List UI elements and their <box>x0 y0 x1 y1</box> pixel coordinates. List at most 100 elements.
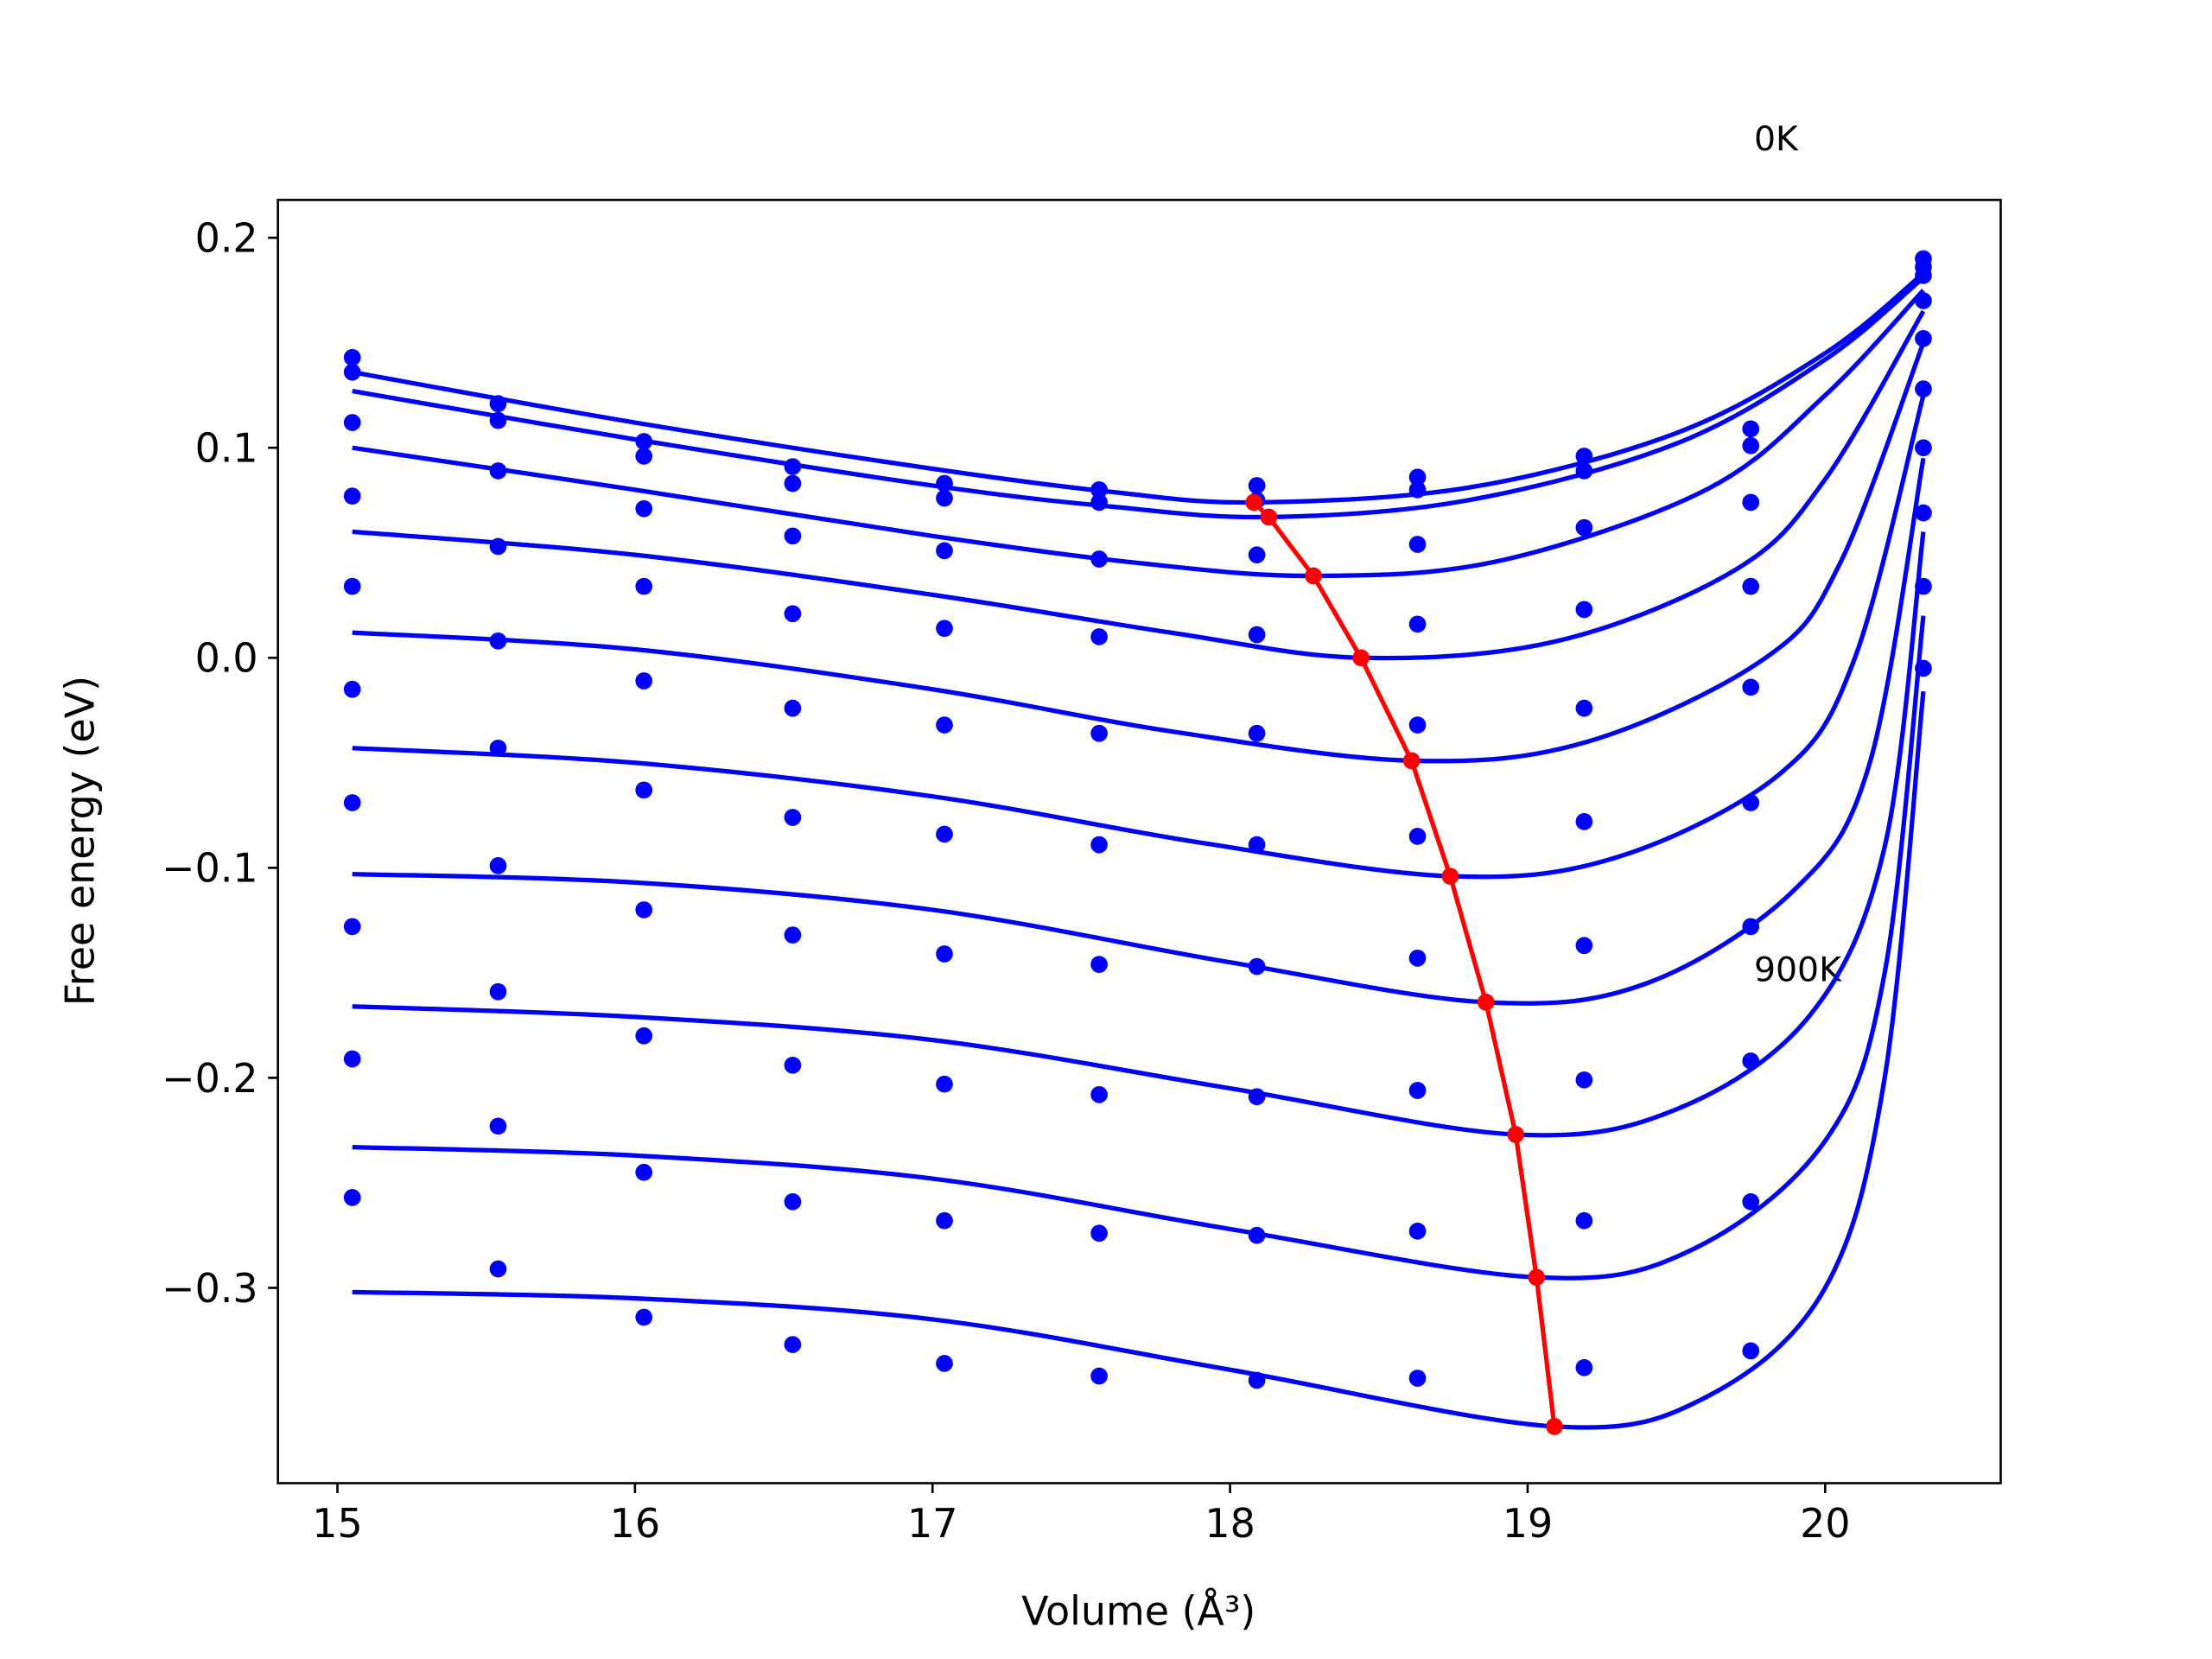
data-point <box>1248 1088 1266 1106</box>
x-tick-label: 18 <box>1205 1500 1255 1547</box>
data-point <box>936 620 953 638</box>
data-point <box>635 448 653 465</box>
data-point <box>1408 615 1427 633</box>
fit-line <box>352 341 1926 764</box>
data-point <box>489 739 507 757</box>
data-point <box>784 458 802 475</box>
data-point <box>343 363 361 381</box>
annotation: 900K <box>1754 950 1842 990</box>
data-point <box>635 1163 653 1181</box>
data-point <box>1915 380 1932 397</box>
data-point <box>1090 628 1108 645</box>
fit-line <box>352 276 1925 520</box>
minimum-point <box>1245 493 1262 512</box>
data-point <box>1742 918 1760 936</box>
data-point <box>1742 420 1760 438</box>
data-point <box>784 1056 802 1074</box>
data-point <box>1090 550 1108 568</box>
fit-line <box>352 309 1926 661</box>
fit-line <box>352 271 1925 505</box>
data-point <box>1090 724 1108 742</box>
data-point <box>1090 480 1108 499</box>
data-point <box>1915 504 1932 522</box>
data-point <box>936 474 953 493</box>
data-point <box>635 499 653 518</box>
data-point <box>635 672 653 690</box>
data-point <box>1248 957 1266 976</box>
data-point <box>1575 813 1593 830</box>
minimum-point <box>1528 1268 1546 1287</box>
data-point <box>1248 1371 1266 1389</box>
fit-line <box>352 457 1926 1006</box>
minimum-point <box>1352 649 1370 667</box>
data-point <box>784 699 802 717</box>
data-point <box>936 716 953 734</box>
y-tick-label: −0.2 <box>162 1055 258 1102</box>
data-point <box>1575 601 1593 619</box>
data-point <box>1742 493 1760 512</box>
x-tick-label: 16 <box>610 1500 660 1547</box>
data-point <box>635 901 653 918</box>
data-point <box>1408 1370 1427 1387</box>
data-point <box>343 577 361 595</box>
data-point <box>936 825 953 843</box>
minimum-point <box>1477 994 1495 1011</box>
data-point <box>1408 950 1427 967</box>
data-point <box>1575 1211 1593 1230</box>
data-point <box>1090 493 1108 512</box>
data-point <box>635 1027 653 1045</box>
fit-line <box>352 690 1926 1430</box>
data-point <box>784 527 802 545</box>
data-point <box>1915 329 1932 347</box>
data-point <box>784 926 802 944</box>
data-point <box>1408 828 1427 845</box>
data-point <box>784 474 802 493</box>
data-point <box>635 577 653 595</box>
fit-line <box>352 531 1926 1138</box>
x-tick-label: 19 <box>1503 1500 1553 1547</box>
data-point <box>784 605 802 623</box>
data-point <box>635 781 653 799</box>
x-tick-label: 17 <box>907 1500 957 1547</box>
data-point <box>1408 468 1427 486</box>
data-point <box>343 918 361 936</box>
data-point <box>1915 267 1932 284</box>
data-point <box>489 395 507 413</box>
data-point <box>489 982 507 1001</box>
minimum-point <box>1402 752 1421 770</box>
x-tick-label: 20 <box>1800 1500 1850 1547</box>
data-point <box>936 945 953 963</box>
data-point <box>343 1050 361 1068</box>
data-point <box>1248 1226 1266 1244</box>
data-point <box>343 487 361 505</box>
data-point <box>343 348 361 366</box>
data-point <box>1248 546 1266 564</box>
data-point <box>936 1355 953 1372</box>
data-point <box>1408 480 1427 499</box>
data-point <box>343 1189 361 1206</box>
data-point <box>1915 439 1932 457</box>
data-point <box>1742 678 1760 696</box>
data-point <box>1742 1052 1760 1070</box>
minimum-point <box>1305 567 1322 585</box>
data-point <box>1408 1222 1427 1240</box>
data-point <box>784 1192 802 1211</box>
plot-frame <box>276 199 2002 1484</box>
minimum-point <box>1260 508 1278 526</box>
data-point <box>784 1336 802 1353</box>
y-tick-label: 0.0 <box>195 635 258 682</box>
annotation: 0K <box>1754 119 1799 159</box>
y-tick-label: −0.1 <box>162 845 258 892</box>
data-point <box>784 809 802 826</box>
x-axis-label: Volume (Å³) <box>1021 1588 1255 1635</box>
data-point <box>1090 1367 1108 1385</box>
data-point <box>489 857 507 874</box>
data-point <box>343 414 361 431</box>
minimum-point <box>1441 868 1459 885</box>
data-point <box>489 632 507 650</box>
data-point <box>936 542 953 560</box>
y-axis-label: Free energy (eV) <box>56 676 103 1006</box>
